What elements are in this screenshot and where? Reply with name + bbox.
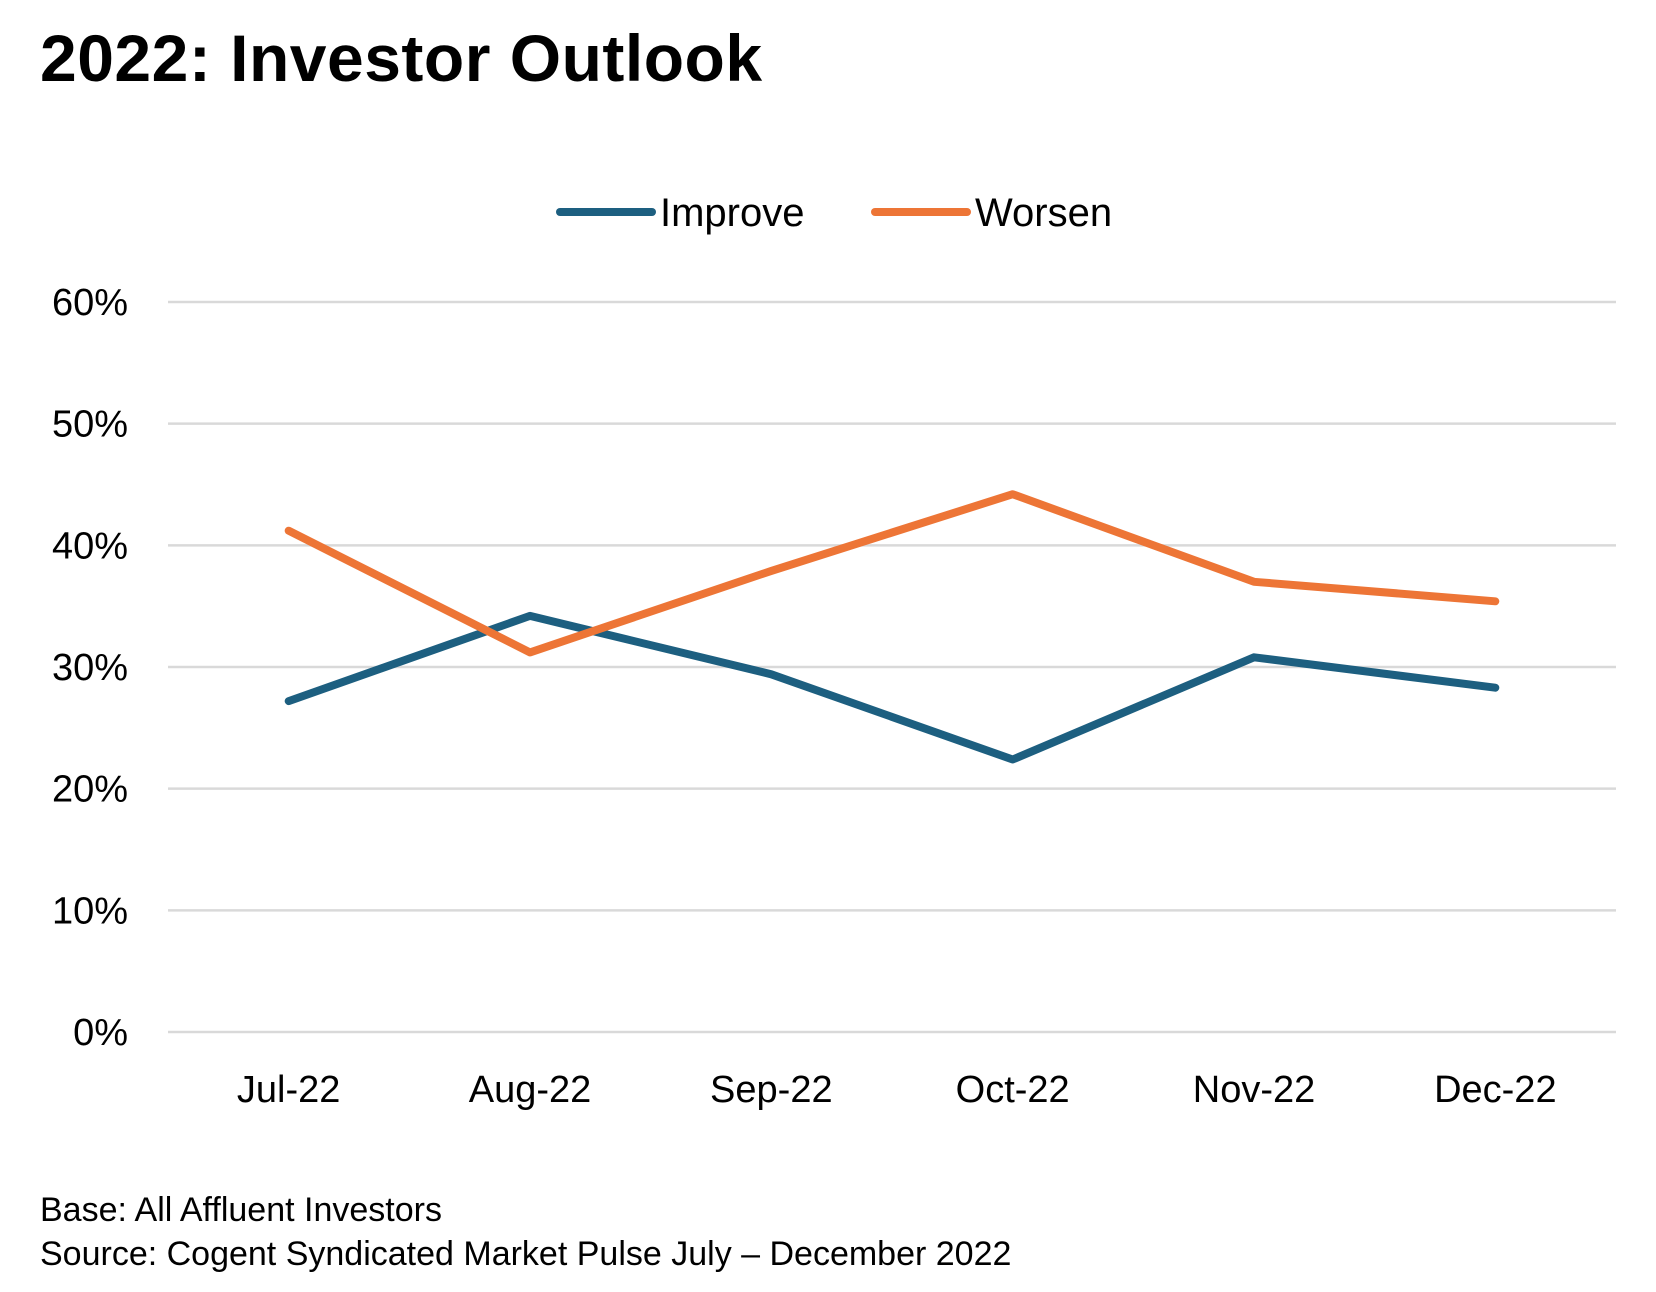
gridlines: [168, 300, 1616, 1034]
y-tick-label: 60%: [52, 282, 128, 324]
series-line-improve: [284, 611, 1500, 764]
y-tick-label: 50%: [52, 404, 128, 446]
series-lines: [284, 490, 1500, 764]
legend-label-improve: Improve: [660, 191, 805, 235]
x-tick-label: Dec-22: [1434, 1069, 1557, 1111]
legend: Improve Worsen: [556, 191, 1112, 235]
x-tick-label: Nov-22: [1193, 1069, 1316, 1111]
x-tick-label: Jul-22: [237, 1069, 341, 1111]
y-tick-label: 40%: [52, 525, 128, 567]
y-tick-label: 30%: [52, 647, 128, 689]
series-line-worsen: [284, 490, 1500, 657]
x-tick-label: Oct-22: [956, 1069, 1070, 1111]
footnotes: Base: All Affluent Investors Source: Cog…: [40, 1188, 1011, 1276]
x-tick-label: Aug-22: [469, 1069, 592, 1111]
footnote-source: Source: Cogent Syndicated Market Pulse J…: [40, 1235, 1012, 1273]
x-tick-label: Sep-22: [710, 1069, 833, 1111]
chart-title: 2022: Investor Outlook: [40, 21, 763, 95]
y-tick-label: 10%: [52, 890, 128, 932]
legend-label-worsen: Worsen: [975, 191, 1112, 235]
x-axis: Jul-22 Aug-22 Sep-22 Oct-22 Nov-22 Dec-22: [237, 1069, 1557, 1111]
footnote-base: Base: All Affluent Investors: [40, 1191, 442, 1229]
y-tick-label: 20%: [52, 769, 128, 811]
y-tick-label: 0%: [73, 1012, 128, 1054]
y-axis: 0% 10% 20% 30% 40% 50% 60%: [52, 282, 128, 1054]
